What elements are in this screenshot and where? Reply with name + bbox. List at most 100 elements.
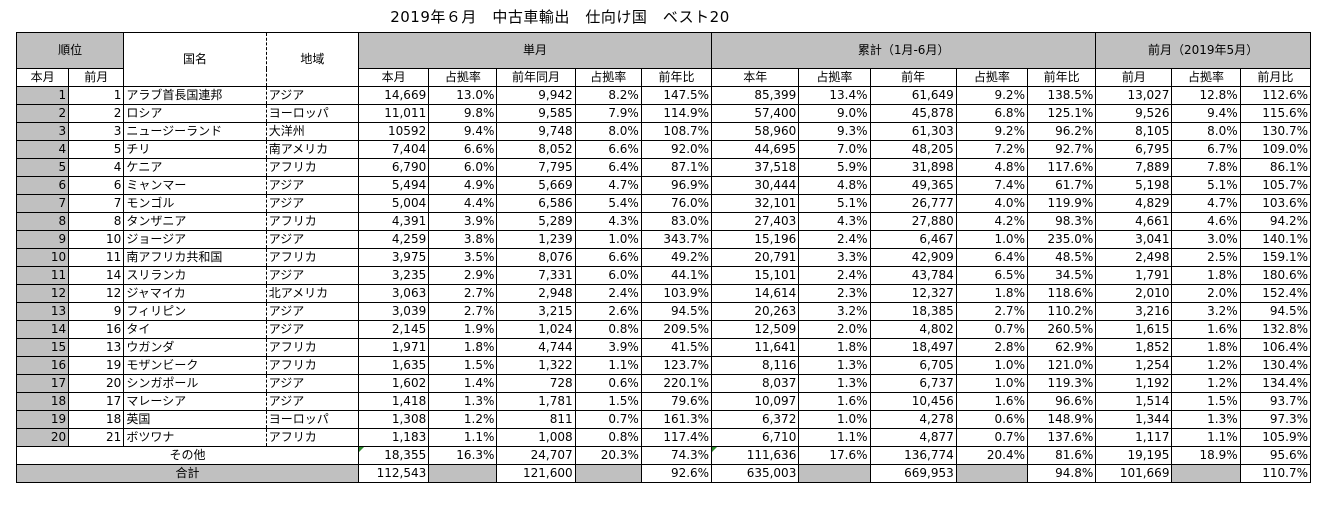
region-cell: アジア	[265, 176, 360, 195]
last-year-month-cell: 8,052	[496, 140, 576, 159]
rank-cell: 14	[15, 320, 70, 339]
month-share-cell: 3.5%	[428, 248, 498, 267]
month-value-cell: 1,308	[358, 410, 430, 429]
header-cu-ly: 前年	[869, 68, 957, 87]
last-year-cumulative-share-cell: 0.7%	[955, 428, 1028, 447]
country-cell: スリランカ	[123, 266, 267, 285]
prev-month-ratio-cell: 130.4%	[1239, 356, 1312, 375]
last-year-month-cell: 1,781	[496, 392, 576, 411]
prev-month-ratio-cell: 140.1%	[1239, 230, 1312, 249]
prev-month-share-cell: 1.2%	[1171, 374, 1241, 393]
other-s5-cell: 18.9%	[1171, 446, 1241, 465]
other-v2-cell: 24,707	[496, 446, 576, 465]
country-cell: タンザニア	[123, 212, 267, 231]
month-yoy-cell: 108.7%	[640, 122, 713, 141]
country-cell: ジャマイカ	[123, 284, 267, 303]
table-row: 18 17 マレーシア アジア 1,418 1.3% 1,781 1.5% 79.6% 10,09…	[15, 392, 1312, 411]
prev-month-ratio-cell: 109.0%	[1239, 140, 1312, 159]
prev-month-share-cell: 1.1%	[1171, 428, 1241, 447]
region-cell: アジア	[265, 320, 360, 339]
rank-cell: 6	[15, 176, 70, 195]
prev-month-share-cell: 5.1%	[1171, 176, 1241, 195]
prev-month-value-cell: 13,027	[1095, 86, 1173, 105]
country-cell: ロシア	[123, 104, 267, 123]
table-row: 16 19 モザンビーク アフリカ 1,635 1.5% 1,322 1.1% 123.7% 8,…	[15, 356, 1312, 375]
month-value-cell: 5,004	[358, 194, 430, 213]
month-yoy-cell: 83.0%	[640, 212, 713, 231]
cumulative-share-cell: 4.3%	[798, 212, 871, 231]
other-v4-cell: 136,774	[869, 446, 957, 465]
month-value-cell: 3,039	[358, 302, 430, 321]
last-year-share-cell: 8.2%	[574, 86, 642, 105]
month-yoy-cell: 49.2%	[640, 248, 713, 267]
total-v4-cell: 669,953	[869, 464, 957, 483]
last-year-share-cell: 6.4%	[574, 158, 642, 177]
last-year-month-cell: 9,585	[496, 104, 576, 123]
header-prev-month: 前月（2019年5月）	[1095, 32, 1311, 69]
month-yoy-cell: 209.5%	[640, 320, 713, 339]
country-cell: ミャンマー	[123, 176, 267, 195]
last-year-month-cell: 728	[496, 374, 576, 393]
last-year-cumulative-share-cell: 1.6%	[955, 392, 1028, 411]
last-year-month-cell: 3,215	[496, 302, 576, 321]
rank-cell: 8	[15, 212, 70, 231]
country-cell: ジョージア	[123, 230, 267, 249]
last-year-cumulative-cell: 4,278	[869, 410, 957, 429]
prev-month-share-cell: 7.8%	[1171, 158, 1241, 177]
cumulative-yoy-cell: 118.6%	[1026, 284, 1097, 303]
last-year-cumulative-share-cell: 1.0%	[955, 356, 1028, 375]
cumulative-yoy-cell: 148.9%	[1026, 410, 1097, 429]
cumulative-yoy-cell: 34.5%	[1026, 266, 1097, 285]
month-share-cell: 1.5%	[428, 356, 498, 375]
country-cell: 南アフリカ共和国	[123, 248, 267, 267]
other-y3-cell: 95.6%	[1239, 446, 1312, 465]
total-y1-cell: 92.6%	[640, 464, 713, 483]
last-year-share-cell: 1.1%	[574, 356, 642, 375]
prev-month-ratio-cell: 93.7%	[1239, 392, 1312, 411]
last-year-cumulative-cell: 45,878	[869, 104, 957, 123]
last-year-cumulative-cell: 61,649	[869, 86, 957, 105]
month-yoy-cell: 44.1%	[640, 266, 713, 285]
cumulative-value-cell: 20,263	[711, 302, 800, 321]
month-share-cell: 9.4%	[428, 122, 498, 141]
month-value-cell: 4,391	[358, 212, 430, 231]
region-cell: アフリカ	[265, 428, 360, 447]
total-blank-cell	[798, 464, 871, 483]
header-country: 国名	[123, 32, 267, 87]
month-share-cell: 2.7%	[428, 302, 498, 321]
last-year-cumulative-share-cell: 6.5%	[955, 266, 1028, 285]
prev-month-value-cell: 1,852	[1095, 338, 1173, 357]
country-cell: モンゴル	[123, 194, 267, 213]
last-year-month-cell: 4,744	[496, 338, 576, 357]
month-value-cell: 3,235	[358, 266, 430, 285]
prev-month-share-cell: 1.8%	[1171, 266, 1241, 285]
region-cell: アジア	[265, 266, 360, 285]
prev-rank-cell: 11	[68, 248, 125, 267]
last-year-share-cell: 0.7%	[574, 410, 642, 429]
month-yoy-cell: 76.0%	[640, 194, 713, 213]
prev-month-value-cell: 4,829	[1095, 194, 1173, 213]
header-sm-ly: 前年同月	[496, 68, 576, 87]
prev-rank-cell: 6	[68, 176, 125, 195]
region-cell: アフリカ	[265, 158, 360, 177]
cumulative-share-cell: 5.1%	[798, 194, 871, 213]
prev-month-ratio-cell: 97.3%	[1239, 410, 1312, 429]
table-row: 1 1 アラブ首長国連邦 アジア 14,669 13.0% 9,942 8.2% 147.5% 8…	[15, 86, 1312, 105]
last-year-share-cell: 0.6%	[574, 374, 642, 393]
month-share-cell: 4.9%	[428, 176, 498, 195]
month-value-cell: 4,259	[358, 230, 430, 249]
country-cell: ウガンダ	[123, 338, 267, 357]
prev-month-value-cell: 3,216	[1095, 302, 1173, 321]
prev-month-share-cell: 1.5%	[1171, 392, 1241, 411]
rank-cell: 9	[15, 230, 70, 249]
last-year-cumulative-share-cell: 7.2%	[955, 140, 1028, 159]
table-row: 12 12 ジャマイカ 北アメリカ 3,063 2.7% 2,948 2.4% 103.9% 14…	[15, 284, 1312, 303]
prev-rank-cell: 20	[68, 374, 125, 393]
month-yoy-cell: 147.5%	[640, 86, 713, 105]
prev-rank-cell: 13	[68, 338, 125, 357]
prev-rank-cell: 17	[68, 392, 125, 411]
region-cell: ヨーロッパ	[265, 410, 360, 429]
prev-month-ratio-cell: 159.1%	[1239, 248, 1312, 267]
prev-month-value-cell: 1,192	[1095, 374, 1173, 393]
